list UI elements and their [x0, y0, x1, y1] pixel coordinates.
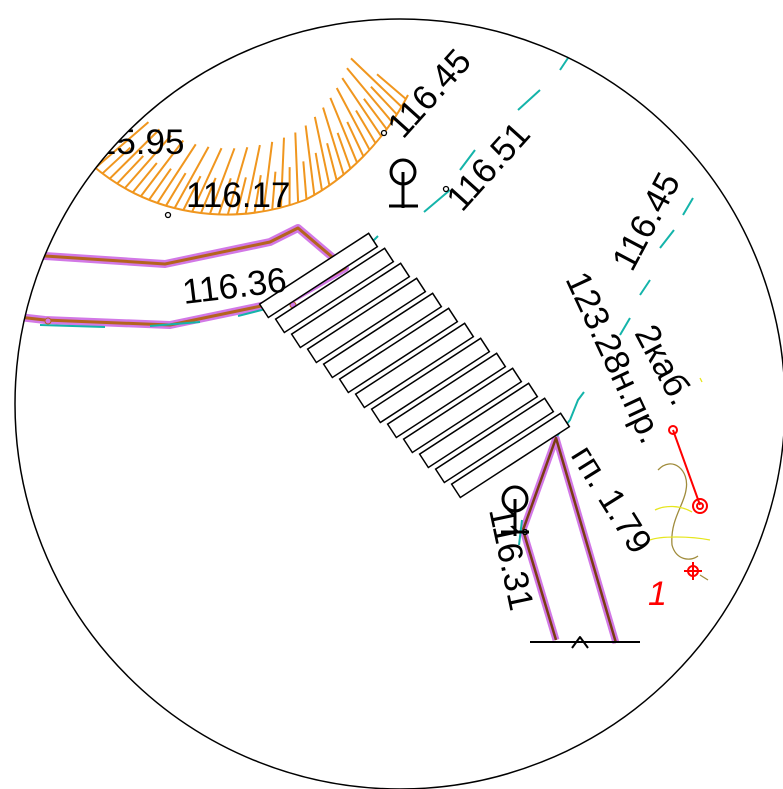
slope-hatch-line: [101, 146, 132, 175]
slope-hatch-line: [302, 161, 308, 200]
street-lamp-icon: [501, 485, 529, 536]
contour-dash: [423, 149, 476, 213]
tree-outline-yellow: [654, 505, 693, 513]
slope-hatch-line: [355, 109, 377, 144]
slope-hatch-line: [124, 134, 172, 189]
manhole-icon: [684, 562, 702, 580]
street-lamp-icon: [389, 158, 418, 208]
slope-hatch-line: [226, 146, 249, 215]
crosswalk-bar: [402, 367, 523, 454]
road-curb-right: [519, 391, 640, 649]
utility-pole-icon: [668, 425, 708, 514]
crosswalk-bar: [338, 307, 459, 394]
slope-hatch-line: [173, 146, 210, 209]
slope-hatch-line: [335, 87, 371, 151]
crosswalk-bar: [258, 232, 379, 319]
slope-hatch-line: [346, 121, 365, 157]
slope-hatch-line: [271, 171, 277, 210]
crosswalk-bar: [274, 247, 395, 334]
crosswalk-bar: [434, 397, 555, 484]
slope-hatch-line: [208, 147, 236, 215]
contour-dash: [619, 279, 651, 336]
curb-brown-line: [15, 226, 347, 327]
slope-hatch-line: [94, 121, 150, 169]
slope-hatch-line: [132, 162, 158, 194]
curb-brown-right: [521, 436, 618, 644]
slope-hatch-line: [253, 174, 262, 213]
survey-point: [164, 211, 172, 219]
road-curb: [15, 224, 349, 329]
crosswalk-bar: [306, 277, 427, 364]
slope-hatch-line: [191, 147, 223, 213]
crosswalk-bar: [450, 412, 571, 499]
slope-hatch-line: [341, 77, 383, 137]
slope-hatch-line: [279, 137, 285, 208]
slope-hatch-line: [262, 141, 274, 212]
crosswalk-bar: [386, 352, 507, 439]
crosswalk-bar: [354, 322, 475, 409]
slope-hatch-line: [304, 125, 316, 196]
vegetation: [649, 377, 711, 581]
slope-hatch-line: [294, 132, 300, 203]
tree-outline-yellow: [649, 536, 711, 541]
contour-dash: [659, 197, 694, 249]
slope-hatch-line: [182, 175, 202, 211]
slope-hatch-line: [156, 143, 197, 204]
slope-hatch-line: [244, 144, 261, 214]
slope-hatch-line: [313, 116, 331, 186]
slope-hatch-line: [314, 152, 323, 191]
slope-hatch-line: [165, 172, 187, 207]
slope-hatch-lines: [94, 57, 407, 215]
marker-label-1: 1: [648, 575, 667, 613]
slope-hatch-line: [200, 177, 217, 214]
slope-hatch-line: [370, 85, 398, 116]
break-symbol: [571, 636, 589, 649]
slope-hatch-line: [116, 155, 144, 185]
tree-outline: [657, 463, 699, 560]
elevation-label-116-17: 116.17: [186, 176, 290, 215]
curb-brown-left: [521, 529, 558, 641]
survey-point: [442, 185, 450, 193]
slope-hatch-line: [140, 139, 185, 197]
slope-hatch-line: [336, 132, 352, 170]
slope-hatch-line: [217, 177, 232, 215]
slope-hatch-line: [376, 73, 407, 100]
crosswalk-bar: [290, 262, 411, 349]
embankment-slope: [91, 57, 409, 216]
crosswalk-bar: [418, 382, 539, 469]
crosswalk-bar: [322, 292, 443, 379]
slope-hatch-line: [346, 67, 393, 123]
curb-point: [44, 317, 52, 325]
crosswalk-bar: [370, 337, 491, 424]
slope-hatch-line: [363, 98, 388, 130]
slope-hatch-line: [148, 168, 172, 201]
slope-hatch-line: [326, 143, 338, 181]
survey-point: [380, 129, 388, 137]
vegetation-mark: [699, 377, 703, 383]
slope-hatch-line: [109, 128, 161, 180]
slope-hatch-line: [235, 177, 247, 215]
zebra-crossing: [258, 232, 571, 499]
slope-hatch-line: [322, 107, 345, 175]
lens-border: [14, 18, 783, 789]
vegetation-mark: [699, 574, 709, 581]
slope-hatch-line: [329, 97, 358, 163]
slope-hatch-line: [350, 57, 403, 108]
